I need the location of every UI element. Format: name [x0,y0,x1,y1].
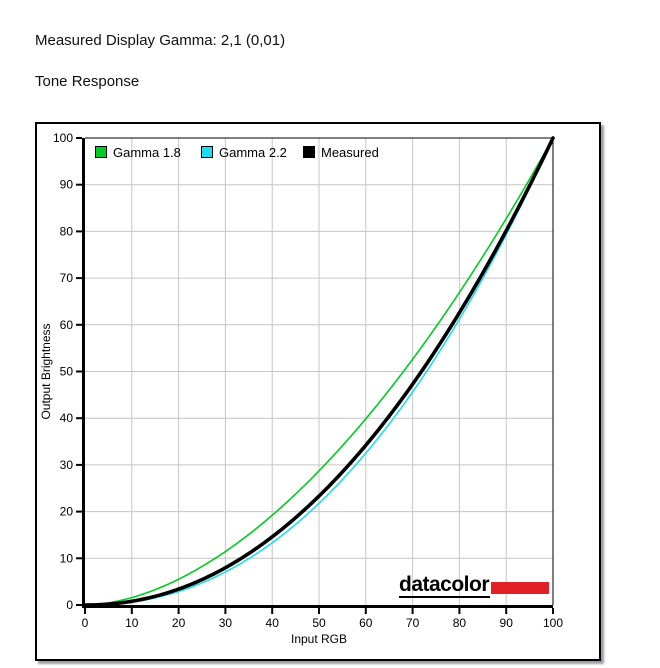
legend-swatch-measured [303,146,315,158]
legend-label-measured: Measured [321,144,379,160]
legend-item-gamma-2-2: Gamma 2.2 [201,144,287,160]
svg-text:20: 20 [172,616,186,630]
svg-text:90: 90 [60,178,74,192]
svg-text:80: 80 [453,616,467,630]
svg-text:70: 70 [406,616,420,630]
datacolor-logo: datacolor [399,573,550,598]
svg-text:60: 60 [60,318,74,332]
legend-label-gamma-2-2: Gamma 2.2 [219,144,287,160]
svg-text:50: 50 [60,365,74,379]
datacolor-red-bar [491,582,550,594]
legend-swatch-gamma-1-8 [95,146,107,158]
svg-text:100: 100 [543,616,563,630]
svg-text:Input RGB: Input RGB [291,632,347,646]
svg-text:20: 20 [60,505,74,519]
legend-item-gamma-1-8: Gamma 1.8 [95,144,181,160]
section-title: Tone Response [35,73,140,90]
svg-text:60: 60 [359,616,373,630]
svg-text:30: 30 [60,458,74,472]
svg-text:10: 10 [60,551,74,565]
svg-text:70: 70 [60,271,74,285]
svg-text:40: 40 [60,411,74,425]
svg-text:Output Brightness: Output Brightness [39,323,53,419]
svg-text:30: 30 [219,616,233,630]
legend-item-measured: Measured [303,144,379,160]
svg-text:50: 50 [312,616,326,630]
tone-response-plot: 0 10 20 30 40 50 60 70 80 90 100 0 10 20 30 40 50 60 70 80 9… [39,131,563,646]
datacolor-wordmark: datacolor [399,573,491,598]
svg-text:10: 10 [125,616,139,630]
legend-swatch-gamma-2-2 [201,146,213,158]
legend-label-gamma-1-8: Gamma 1.8 [113,144,181,160]
svg-text:100: 100 [53,131,73,145]
page-title: Measured Display Gamma: 2,1 (0,01) [35,32,286,49]
tone-response-chart: 0 10 20 30 40 50 60 70 80 90 100 0 10 20 30 40 50 60 70 80 9… [35,122,601,661]
svg-text:0: 0 [66,598,73,612]
svg-text:80: 80 [60,224,74,238]
svg-text:90: 90 [500,616,514,630]
svg-text:0: 0 [82,616,89,630]
svg-text:40: 40 [266,616,280,630]
